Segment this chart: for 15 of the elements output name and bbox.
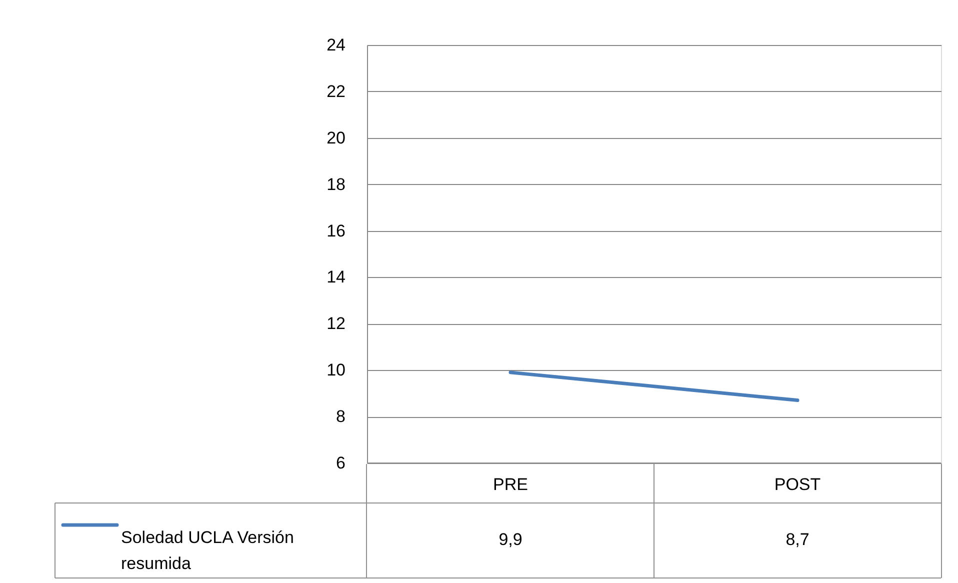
- y-tick-label: 24: [326, 36, 346, 54]
- y-tick-label: 22: [326, 82, 346, 101]
- x-tick-label: PRE: [493, 475, 528, 494]
- y-tick-label: 16: [326, 221, 346, 240]
- data-label: 9,9: [498, 530, 522, 549]
- x-tick-label: POST: [774, 475, 821, 494]
- y-tick-label: 18: [326, 174, 346, 194]
- y-tick-label: 6: [336, 454, 346, 472]
- y-tick-label: 12: [326, 314, 346, 334]
- y-tick-label: 20: [326, 128, 346, 148]
- y-tick-label: 14: [326, 268, 346, 287]
- y-tick-label: 8: [336, 407, 346, 426]
- data-label: 8,7: [786, 530, 810, 549]
- y-tick-label: 10: [326, 360, 346, 380]
- text: Soledad UCLA Versión resumida: [121, 528, 294, 573]
